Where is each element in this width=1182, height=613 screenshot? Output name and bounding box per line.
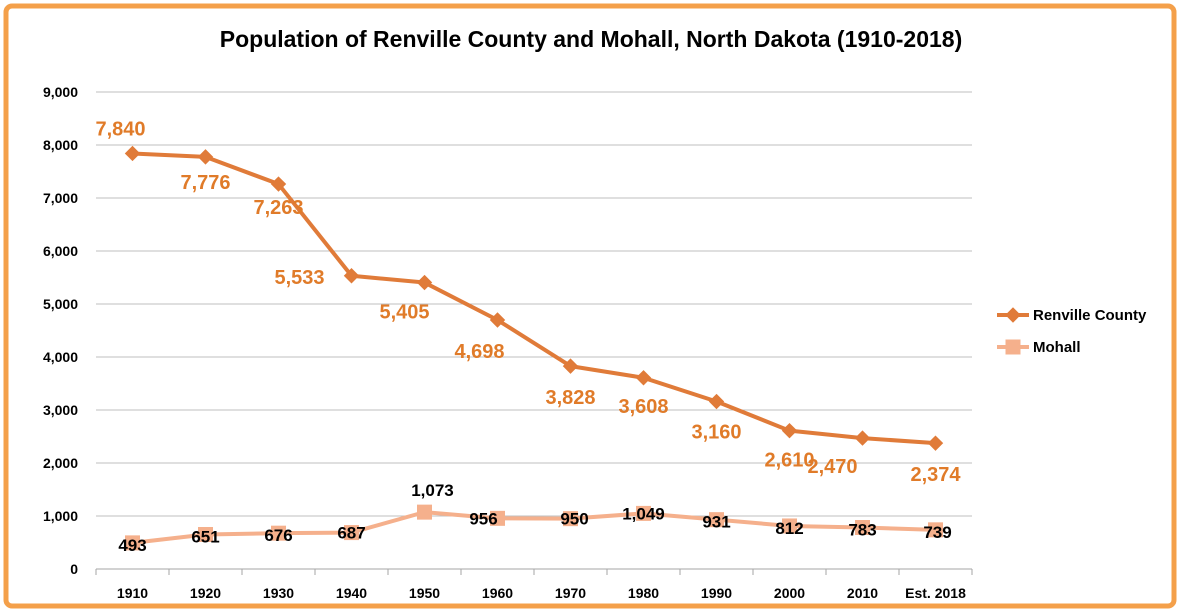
- data-label: 687: [337, 524, 365, 543]
- data-label: 2,374: [910, 464, 961, 486]
- y-tick-label: 2,000: [43, 455, 78, 471]
- y-axis: 0 1,000 2,000 3,000 4,000 5,000 6,000 7,000 8,00…: [43, 84, 78, 577]
- y-tick-label: 1,000: [43, 508, 78, 524]
- y-tick-label: 9,000: [43, 84, 78, 100]
- data-label: 1,049: [622, 504, 665, 523]
- x-tick-label: 1910: [117, 585, 148, 601]
- data-label: 3,828: [545, 387, 595, 409]
- x-tick-label: Est. 2018: [905, 585, 966, 601]
- x-tick-label: 2000: [774, 585, 805, 601]
- series-line-renville-county: [130, 151, 938, 446]
- y-tick-label: 0: [70, 561, 78, 577]
- legend: Renville County Mohall: [997, 307, 1147, 356]
- data-label: 739: [923, 523, 951, 542]
- data-point-diamond: [781, 422, 798, 439]
- data-point-diamond: [635, 370, 652, 386]
- data-label: 1,073: [411, 481, 454, 500]
- x-tick-label: 2010: [847, 585, 878, 601]
- x-tick-label: 1960: [482, 585, 513, 601]
- data-label: 676: [264, 526, 292, 545]
- legend-label: Mohall: [1033, 339, 1081, 356]
- data-point-square: [709, 512, 724, 528]
- data-label: 2,610: [764, 450, 814, 472]
- y-tick-label: 6,000: [43, 243, 78, 259]
- data-label: 7,776: [180, 172, 230, 194]
- series-layer: [124, 145, 944, 551]
- data-point-square: [1005, 339, 1021, 355]
- data-point-square: [490, 510, 505, 526]
- data-label: 783: [848, 521, 876, 540]
- data-label: 7,263: [253, 197, 303, 219]
- x-tick-label: 1970: [555, 585, 586, 601]
- data-point-diamond: [854, 430, 871, 446]
- y-tick-label: 3,000: [43, 402, 78, 418]
- chart-title: Population of Renville County and Mohall…: [220, 26, 963, 52]
- data-point-square: [125, 535, 140, 551]
- data-label: 7,840: [95, 118, 145, 140]
- y-tick-label: 7,000: [43, 190, 78, 206]
- data-point-diamond: [1005, 307, 1021, 323]
- data-label: 5,405: [379, 302, 429, 324]
- data-label: 5,533: [274, 267, 324, 289]
- data-point-diamond: [562, 358, 579, 374]
- data-point-diamond: [197, 149, 214, 165]
- data-point-diamond: [270, 176, 287, 192]
- chart-frame: [3, 3, 1177, 609]
- data-point-diamond: [343, 268, 360, 284]
- x-axis: 1910 1920 1930 1940 1950 1960 1970 1980 1990 2000…: [95, 569, 973, 601]
- data-point-square: [928, 522, 943, 538]
- data-point-diamond: [416, 274, 433, 291]
- y-tick-label: 4,000: [43, 349, 78, 365]
- data-point-square: [344, 525, 359, 541]
- x-tick-label: 1940: [336, 585, 367, 601]
- x-tick-label: 1980: [628, 585, 659, 601]
- x-tick-label: 1920: [190, 585, 221, 601]
- series-line-mohall: [130, 510, 938, 545]
- data-point-square: [417, 504, 432, 520]
- data-labels: 7,840 7,776 7,263 5,533 5,405 4,698 3,828 3,608…: [95, 118, 961, 554]
- data-point-diamond: [124, 145, 141, 162]
- data-point-diamond: [708, 393, 725, 410]
- data-point-square: [782, 518, 797, 534]
- legend-label: Renville County: [1033, 307, 1147, 324]
- x-tick-label: 1990: [701, 585, 732, 601]
- data-label: 493: [118, 536, 146, 555]
- data-label: 3,608: [618, 396, 668, 418]
- data-label: 2,470: [807, 456, 857, 478]
- data-label: 956: [469, 509, 497, 528]
- data-point-square: [198, 526, 213, 542]
- y-tick-label: 8,000: [43, 137, 78, 153]
- data-point-square: [271, 525, 286, 541]
- y-tick-label: 5,000: [43, 296, 78, 312]
- data-label: 812: [775, 519, 803, 538]
- data-label: 651: [191, 527, 219, 546]
- data-point-square: [563, 511, 578, 527]
- data-point-diamond: [489, 312, 506, 328]
- data-point-square: [636, 505, 651, 521]
- data-label: 950: [560, 510, 588, 529]
- x-tick-label: 1950: [409, 585, 440, 601]
- data-label: 4,698: [454, 341, 504, 363]
- data-label: 3,160: [691, 422, 741, 444]
- data-point-square: [855, 520, 870, 536]
- data-label: 931: [702, 513, 730, 532]
- data-point-diamond: [927, 435, 944, 451]
- x-tick-label: 1930: [263, 585, 294, 601]
- gridlines: [96, 91, 972, 570]
